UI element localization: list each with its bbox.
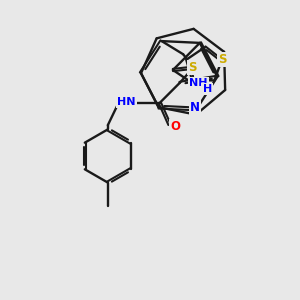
Text: O: O bbox=[170, 120, 181, 133]
Text: S: S bbox=[218, 53, 227, 66]
Text: N: N bbox=[190, 101, 200, 114]
Text: HN: HN bbox=[117, 97, 136, 107]
Text: S: S bbox=[188, 61, 196, 74]
Text: H: H bbox=[202, 84, 212, 94]
Text: NH: NH bbox=[189, 78, 208, 88]
